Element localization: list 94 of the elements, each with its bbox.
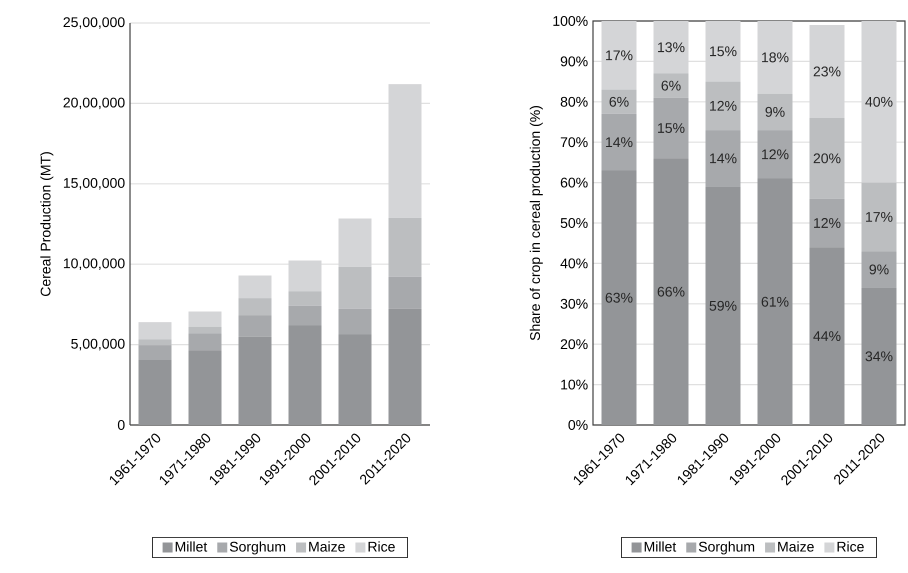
bar xyxy=(602,114,636,170)
legend-label: Millet xyxy=(176,541,208,552)
bar xyxy=(388,276,422,309)
bar xyxy=(188,350,222,425)
data-label: 6% xyxy=(662,80,681,91)
bar xyxy=(809,247,844,425)
bar xyxy=(653,98,688,158)
data-label: 6% xyxy=(610,96,629,107)
y-tick-label: 30% xyxy=(560,298,588,309)
bar xyxy=(809,25,844,118)
bar xyxy=(809,118,844,199)
bar xyxy=(238,298,272,316)
bar xyxy=(861,251,896,288)
bar xyxy=(602,170,636,425)
data-label: 61% xyxy=(762,296,789,307)
bar xyxy=(138,339,172,346)
y-tick-label: 25,00,000 xyxy=(64,17,125,29)
legend-label: Rice xyxy=(368,541,395,552)
data-label: 63% xyxy=(606,292,633,303)
y-tick-label: 60% xyxy=(560,178,588,188)
data-label: 34% xyxy=(866,351,893,362)
bar xyxy=(388,84,422,218)
bar xyxy=(602,90,636,114)
y-tick-label: 70% xyxy=(560,137,588,148)
data-label: 9% xyxy=(766,106,785,117)
bar xyxy=(238,275,272,298)
data-label: 20% xyxy=(814,153,841,164)
bar xyxy=(757,94,792,130)
data-label: 40% xyxy=(865,96,893,107)
data-label: 13% xyxy=(658,42,685,52)
y-tick-label: 10% xyxy=(561,380,588,390)
y-tick-label: 100% xyxy=(553,16,588,26)
bar xyxy=(288,325,322,425)
data-label: 9% xyxy=(870,264,889,274)
bar xyxy=(138,345,172,360)
data-label: 17% xyxy=(866,212,893,222)
y-tick-label: 0 xyxy=(118,420,125,430)
y-axis-title: Cereal Production (MT) xyxy=(40,152,54,296)
legend-label: Millet xyxy=(644,541,676,552)
data-label: 18% xyxy=(762,52,789,62)
bar xyxy=(288,306,322,326)
y-tick-label: 80% xyxy=(560,96,588,107)
y-tick-label: 90% xyxy=(560,56,588,66)
data-label: 15% xyxy=(710,46,737,56)
data-label: 44% xyxy=(813,331,841,341)
legend-label: Sorghum xyxy=(698,541,754,554)
bar xyxy=(757,130,792,179)
data-label: 59% xyxy=(710,300,737,311)
y-tick-label: 10,00,000 xyxy=(64,258,125,270)
bar xyxy=(288,291,322,306)
data-label: 14% xyxy=(606,137,633,148)
bar xyxy=(388,308,422,425)
y-tick-label: 15,00,000 xyxy=(64,178,125,190)
bar xyxy=(706,82,740,130)
y-tick-label: 20% xyxy=(560,339,588,350)
bar xyxy=(653,158,688,425)
y-tick-label: 5,00,000 xyxy=(71,338,125,350)
bar xyxy=(338,334,372,425)
y-tick-label: 0% xyxy=(568,420,588,430)
bar xyxy=(338,266,372,309)
bar xyxy=(238,336,272,425)
data-label: 15% xyxy=(658,123,685,133)
bar xyxy=(388,218,422,277)
bar xyxy=(653,74,688,98)
bar xyxy=(861,288,896,425)
legend-label: Maize xyxy=(309,541,345,552)
bar xyxy=(188,311,222,327)
data-label: 12% xyxy=(814,218,841,228)
data-label: 12% xyxy=(710,100,737,111)
bar xyxy=(138,322,172,340)
bar xyxy=(861,182,896,252)
bar xyxy=(706,130,740,187)
legend-label: Sorghum xyxy=(230,541,286,554)
bar xyxy=(238,315,272,337)
bar xyxy=(338,218,372,267)
y-tick-label: 40% xyxy=(560,258,588,268)
bar xyxy=(338,308,372,334)
data-label: 12% xyxy=(762,149,789,160)
data-label: 14% xyxy=(710,153,737,164)
legend-label: Maize xyxy=(778,541,814,552)
bar xyxy=(757,178,792,425)
bar xyxy=(188,333,222,350)
bar xyxy=(188,326,222,334)
bar xyxy=(138,360,172,425)
data-label: 17% xyxy=(606,50,633,60)
data-label: 66% xyxy=(658,286,685,297)
legend-label: Rice xyxy=(838,541,864,552)
bar xyxy=(706,186,740,425)
y-tick-label: 20,00,000 xyxy=(64,98,125,110)
y-axis-title: Share of crop in cereal production (%) xyxy=(530,106,543,340)
y-tick-label: 50% xyxy=(560,218,588,228)
bar xyxy=(809,198,844,248)
data-label: 23% xyxy=(814,66,841,76)
bar xyxy=(288,260,322,292)
